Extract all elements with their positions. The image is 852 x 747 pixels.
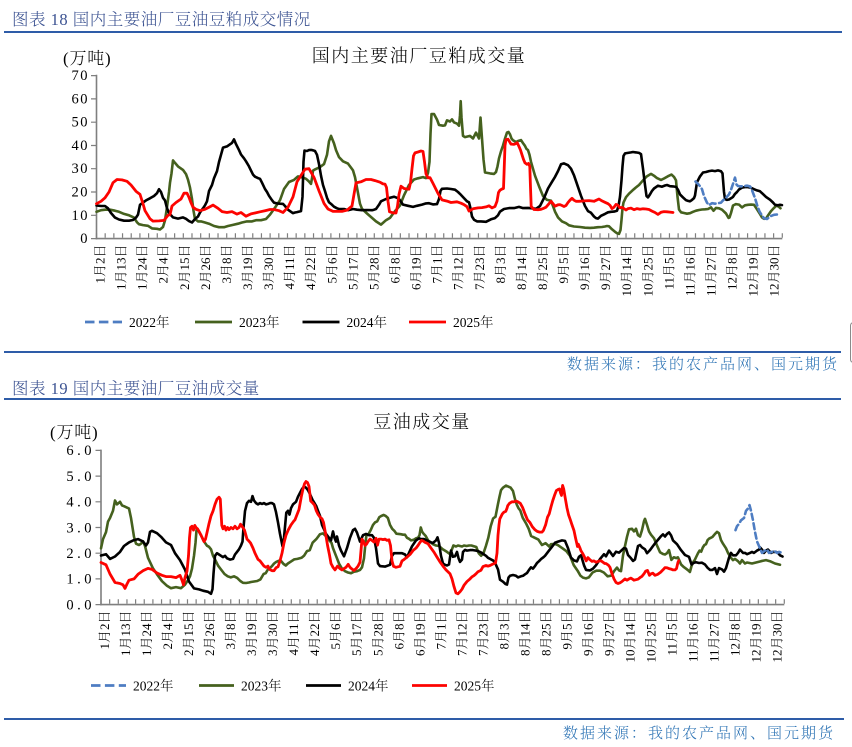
svg-text:50: 50: [72, 115, 90, 131]
svg-text:2月15日: 2月15日: [181, 611, 196, 657]
svg-text:6.0: 6.0: [66, 443, 95, 459]
svg-text:20: 20: [72, 185, 90, 201]
svg-text:2月4日: 2月4日: [156, 245, 171, 284]
svg-text:7月1日: 7月1日: [433, 611, 448, 650]
svg-text:7月23日: 7月23日: [472, 245, 487, 291]
svg-text:40: 40: [72, 138, 90, 154]
svg-text:4月22日: 4月22日: [303, 245, 318, 291]
svg-text:7月1日: 7月1日: [430, 245, 445, 284]
svg-text:2月26日: 2月26日: [202, 611, 217, 657]
svg-text:5月6日: 5月6日: [324, 245, 339, 284]
svg-text:11月27日: 11月27日: [707, 611, 722, 663]
svg-text:3.0: 3.0: [66, 520, 95, 536]
svg-text:12月30日: 12月30日: [767, 245, 782, 297]
svg-text:12月8日: 12月8日: [725, 245, 740, 291]
svg-text:4.0: 4.0: [66, 495, 95, 511]
svg-text:6月8日: 6月8日: [388, 245, 403, 284]
svg-text:5月6日: 5月6日: [328, 611, 343, 650]
svg-text:9月5日: 9月5日: [556, 245, 571, 284]
svg-text:8月14日: 8月14日: [517, 611, 532, 657]
svg-text:2025年: 2025年: [453, 314, 494, 330]
svg-text:3月19日: 3月19日: [240, 245, 255, 291]
svg-text:12月19日: 12月19日: [749, 611, 764, 663]
svg-text:9月27日: 9月27日: [598, 245, 613, 291]
svg-text:5月17日: 5月17日: [345, 245, 360, 291]
svg-text:1月24日: 1月24日: [139, 611, 154, 657]
svg-text:11月5日: 11月5日: [665, 611, 680, 656]
svg-text:2022年: 2022年: [133, 678, 174, 694]
svg-text:2024年: 2024年: [347, 314, 388, 330]
svg-text:70: 70: [72, 68, 90, 84]
svg-text:9月5日: 9月5日: [559, 611, 574, 650]
svg-text:豆油成交量: 豆油成交量: [373, 412, 471, 432]
svg-text:2.0: 2.0: [66, 546, 95, 562]
svg-text:10月14日: 10月14日: [623, 611, 638, 663]
svg-text:2022年: 2022年: [129, 314, 170, 330]
svg-text:4月22日: 4月22日: [307, 611, 322, 657]
svg-text:8月25日: 8月25日: [538, 611, 553, 657]
svg-text:10月14日: 10月14日: [619, 245, 634, 297]
svg-text:2023年: 2023年: [239, 314, 280, 330]
svg-text:2月4日: 2月4日: [160, 611, 175, 650]
svg-text:11月5日: 11月5日: [661, 245, 676, 290]
svg-text:1月13日: 1月13日: [118, 611, 133, 657]
svg-text:11月27日: 11月27日: [704, 245, 719, 297]
svg-text:11月16日: 11月16日: [686, 611, 701, 663]
svg-text:国内主要油厂豆粕成交量: 国内主要油厂豆粕成交量: [312, 46, 527, 66]
svg-text:60: 60: [72, 91, 90, 107]
svg-text:3月8日: 3月8日: [219, 245, 234, 284]
svg-text:7月12日: 7月12日: [451, 245, 466, 291]
svg-text:7月12日: 7月12日: [454, 611, 469, 657]
svg-text:7月23日: 7月23日: [475, 611, 490, 657]
svg-text:30: 30: [72, 161, 90, 177]
svg-text:5.0: 5.0: [66, 469, 95, 485]
svg-text:6月19日: 6月19日: [412, 611, 427, 657]
svg-text:5月28日: 5月28日: [370, 611, 385, 657]
svg-text:0.0: 0.0: [66, 597, 95, 613]
svg-text:6月8日: 6月8日: [391, 611, 406, 650]
svg-text:3月8日: 3月8日: [223, 611, 238, 650]
svg-text:4月11日: 4月11日: [282, 245, 297, 290]
svg-text:3月19日: 3月19日: [244, 611, 259, 657]
svg-text:3月30日: 3月30日: [261, 245, 276, 291]
svg-text:10月25日: 10月25日: [644, 611, 659, 663]
svg-text:1月24日: 1月24日: [135, 245, 150, 291]
svg-text:2月15日: 2月15日: [177, 245, 192, 291]
svg-text:8月3日: 8月3日: [493, 245, 508, 284]
svg-text:2023年: 2023年: [241, 678, 282, 694]
svg-text:2025年: 2025年: [454, 678, 495, 694]
svg-text:9月27日: 9月27日: [602, 611, 617, 657]
svg-text:0: 0: [80, 231, 89, 247]
svg-text:8月14日: 8月14日: [514, 245, 529, 291]
svg-text:12月19日: 12月19日: [746, 245, 761, 297]
svg-text:6月19日: 6月19日: [409, 245, 424, 291]
svg-text:2024年: 2024年: [348, 678, 389, 694]
svg-text:2月26日: 2月26日: [198, 245, 213, 291]
svg-text:9月16日: 9月16日: [581, 611, 596, 657]
svg-text:4月11日: 4月11日: [286, 611, 301, 656]
svg-text:1月2日: 1月2日: [97, 611, 112, 650]
svg-text:(万吨): (万吨): [63, 49, 112, 68]
svg-text:5月28日: 5月28日: [366, 245, 381, 291]
svg-text:11月16日: 11月16日: [683, 245, 698, 297]
svg-text:(万吨): (万吨): [50, 423, 99, 442]
svg-text:10月25日: 10月25日: [640, 245, 655, 297]
svg-text:12月8日: 12月8日: [728, 611, 743, 657]
svg-text:8月25日: 8月25日: [535, 245, 550, 291]
svg-text:5月17日: 5月17日: [349, 611, 364, 657]
svg-text:1月2日: 1月2日: [93, 245, 108, 284]
svg-text:9月16日: 9月16日: [577, 245, 592, 291]
svg-text:3月30日: 3月30日: [265, 611, 280, 657]
svg-text:10: 10: [72, 208, 90, 224]
svg-text:12月30日: 12月30日: [770, 611, 785, 663]
svg-text:1.0: 1.0: [66, 572, 95, 588]
svg-text:1月13日: 1月13日: [114, 245, 129, 291]
svg-text:8月3日: 8月3日: [496, 611, 511, 650]
